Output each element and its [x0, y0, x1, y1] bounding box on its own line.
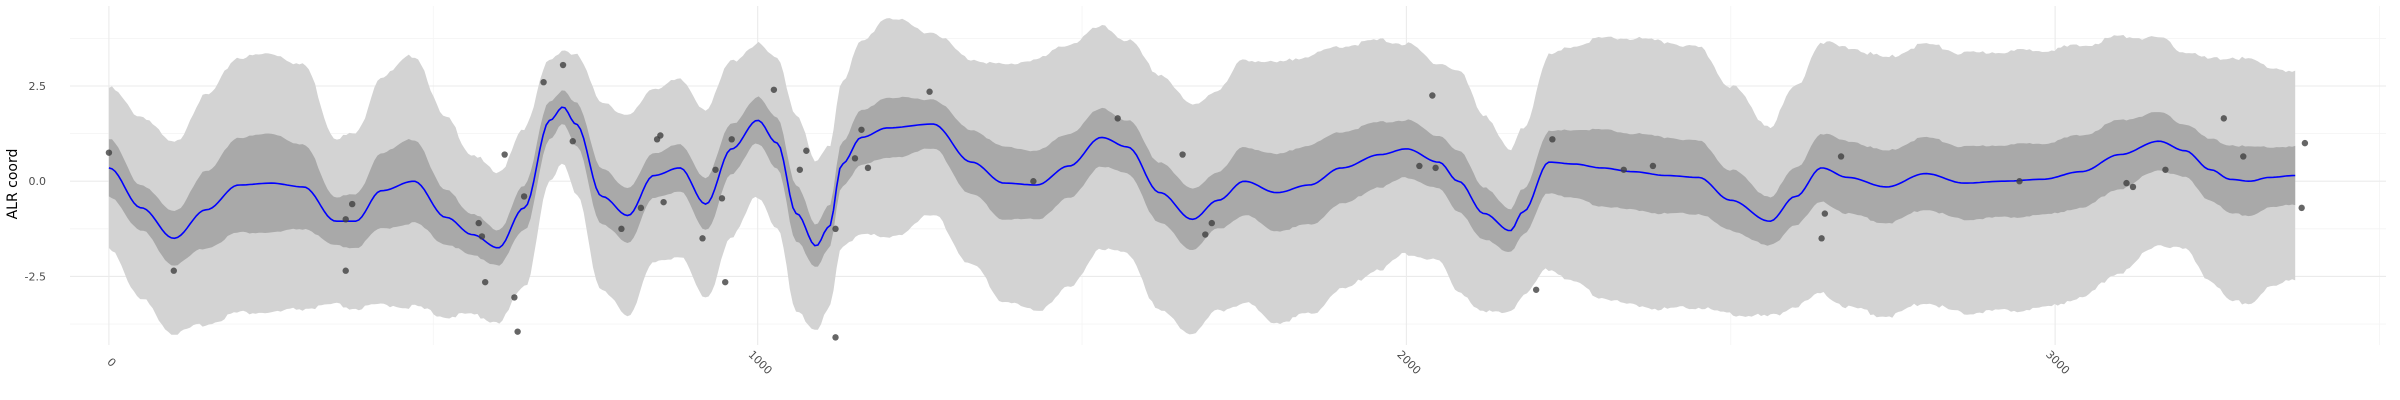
data-point — [511, 294, 518, 301]
x-tick-label: 3000 — [2043, 348, 2072, 377]
y-tick-label: 0.0 — [29, 175, 47, 188]
data-point — [2240, 153, 2247, 160]
data-point — [2129, 183, 2137, 191]
data-point — [796, 166, 804, 173]
data-point — [1821, 210, 1829, 217]
data-point — [105, 149, 113, 156]
data-point — [1432, 164, 1439, 172]
data-point — [1202, 231, 1209, 238]
data-point — [1179, 151, 1186, 158]
data-point — [1030, 178, 1037, 185]
data-point — [2298, 204, 2305, 212]
data-point — [475, 219, 482, 227]
data-point — [1649, 162, 1657, 170]
y-tick-labels: -2.5 0.0 2.5 — [25, 80, 46, 283]
data-point — [728, 136, 735, 143]
mean-curve — [108, 106, 2296, 249]
data-point — [569, 138, 576, 145]
confidence-bands — [108, 18, 2296, 335]
data-point — [520, 193, 528, 200]
mean-curve-group — [108, 106, 2296, 249]
data-point — [1429, 92, 1436, 99]
data-point — [926, 88, 933, 95]
data-point — [618, 225, 625, 233]
data-point — [637, 204, 645, 212]
inner-band — [108, 90, 2296, 267]
x-tick-label: 2000 — [1394, 348, 1423, 377]
data-point — [832, 225, 839, 233]
x-tick-labels: 0 1000 2000 3000 — [104, 348, 2072, 377]
data-point — [481, 278, 489, 286]
data-point — [2016, 178, 2023, 185]
y-tick-label: 2.5 — [29, 80, 47, 93]
data-point — [712, 166, 719, 173]
data-point — [1837, 153, 1845, 160]
data-point — [514, 328, 521, 335]
data-point — [858, 126, 865, 133]
data-point — [864, 164, 872, 172]
data-point — [699, 235, 706, 242]
x-tick-label: 1000 — [746, 348, 775, 377]
y-tick-label: -2.5 — [25, 270, 46, 283]
data-point — [851, 155, 859, 162]
data-point — [1549, 136, 1556, 143]
data-point — [540, 78, 547, 86]
data-point — [2123, 179, 2130, 187]
data-point — [1532, 286, 1540, 293]
y-axis-title: ALR coord — [5, 149, 21, 220]
x-tick-label: 0 — [104, 355, 118, 369]
data-point — [559, 61, 567, 69]
data-point — [478, 233, 486, 240]
data-point — [1416, 162, 1423, 170]
data-point — [1620, 166, 1627, 173]
data-point — [718, 195, 726, 202]
data-point — [342, 267, 349, 274]
data-point — [832, 334, 839, 341]
data-point — [2220, 115, 2228, 122]
data-point — [660, 198, 667, 206]
data-point — [170, 267, 177, 274]
data-point — [1208, 219, 1215, 227]
data-point — [657, 132, 664, 139]
data-point — [342, 216, 349, 223]
data-point — [1818, 235, 1825, 242]
data-point — [349, 200, 356, 208]
outer-band — [108, 18, 2296, 335]
data-point — [501, 151, 508, 158]
data-points — [105, 61, 2309, 341]
data-point — [1114, 115, 1121, 122]
data-point — [722, 278, 729, 286]
data-point — [803, 147, 810, 154]
data-point — [2162, 166, 2169, 173]
data-point — [2301, 139, 2309, 147]
data-point — [770, 86, 778, 93]
